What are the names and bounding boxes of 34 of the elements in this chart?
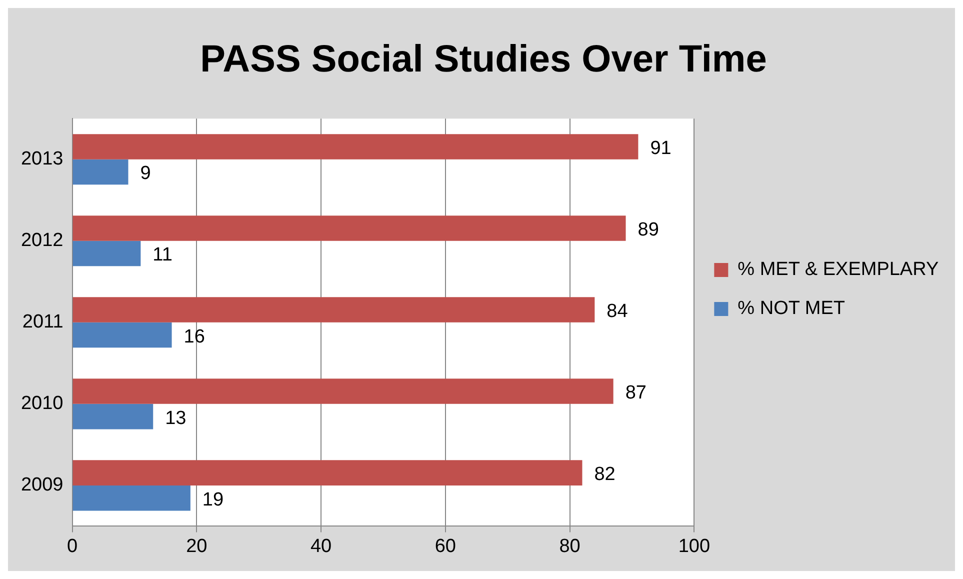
bar (72, 322, 172, 348)
legend-label: % NOT MET (738, 298, 846, 320)
data-label: 13 (165, 408, 186, 429)
bar (72, 159, 128, 185)
y-tick-label: 2013 (20, 148, 64, 170)
data-label: 84 (606, 301, 628, 322)
x-tick-label: 80 (559, 536, 580, 557)
bar (72, 485, 190, 511)
y-tick-label: 2011 (22, 312, 64, 333)
bar (72, 240, 141, 266)
x-tick-label: 60 (434, 536, 456, 557)
data-label: 11 (152, 244, 172, 266)
data-label: 19 (202, 489, 224, 510)
bar (72, 297, 595, 322)
bar (72, 134, 638, 160)
bar (72, 378, 614, 404)
bar (72, 404, 154, 430)
bar (72, 216, 626, 241)
bar (72, 460, 582, 486)
y-tick-label: 2009 (20, 474, 64, 496)
data-label: 87 (625, 382, 646, 404)
data-label: 89 (638, 219, 659, 240)
x-tick-label: 100 (678, 536, 710, 557)
data-label: 91 (650, 138, 672, 159)
x-tick-label: 20 (186, 536, 208, 557)
data-label: 16 (184, 326, 205, 348)
legend-label: % MET & EXEMPLARY (738, 259, 939, 280)
x-tick-label: 0 (66, 536, 78, 557)
x-tick-label: 40 (310, 536, 332, 557)
data-label: 9 (140, 163, 151, 184)
y-tick-label: 2012 (20, 230, 64, 252)
data-label: 82 (594, 464, 616, 486)
y-tick-label: 2010 (20, 393, 64, 414)
chart-title: PASS Social Studies Over Time (200, 38, 767, 80)
